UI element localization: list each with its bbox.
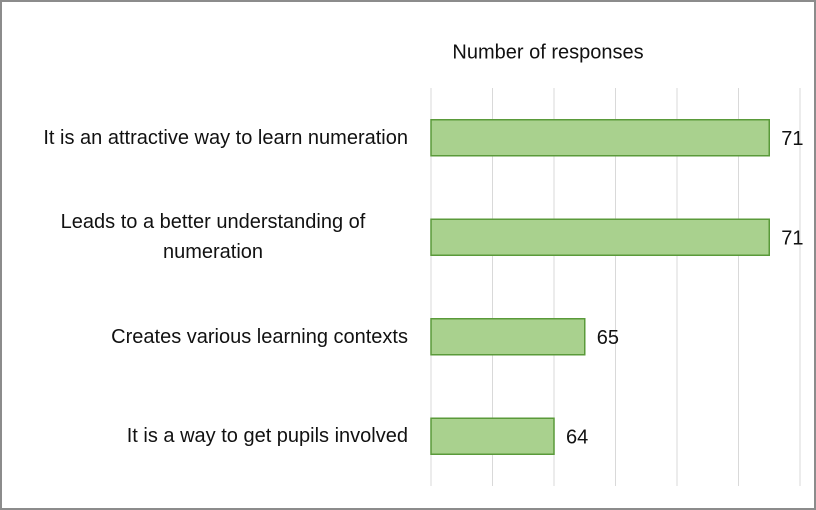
- value-label: 64: [566, 427, 588, 449]
- category-label-box: Leads to a better understanding of numer…: [8, 197, 408, 277]
- bar: [430, 218, 770, 256]
- value-label: 71: [781, 228, 803, 250]
- bar: [430, 417, 555, 455]
- category-label: Creates various learning contexts: [111, 325, 408, 348]
- category-label: It is a way to get pupils involved: [126, 425, 408, 448]
- category-label-box: Creates various learning contexts: [8, 297, 408, 377]
- bar: [430, 119, 770, 157]
- category-label: Leads to a better understanding of numer…: [60, 211, 366, 264]
- value-label: 71: [781, 128, 803, 150]
- category-label: It is an attractive way to learn numerat…: [43, 126, 408, 149]
- bar: [430, 318, 586, 356]
- value-label: 65: [597, 327, 619, 349]
- category-label-box: It is a way to get pupils involved: [8, 396, 408, 476]
- chart-title: Number of responses: [452, 41, 643, 63]
- category-label-box: It is an attractive way to learn numerat…: [8, 98, 408, 178]
